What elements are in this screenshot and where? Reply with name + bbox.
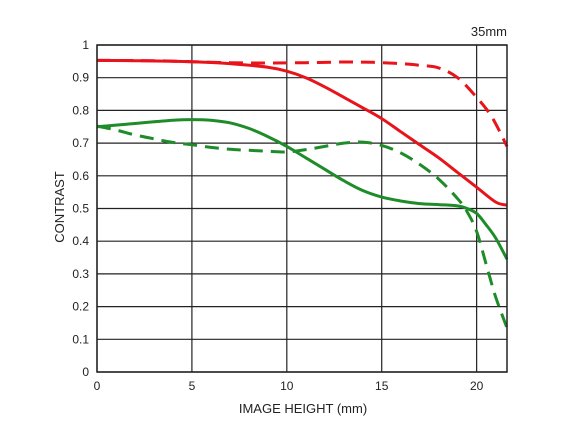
focal-length-label: 35mm <box>471 24 507 39</box>
series-group <box>96 58 509 329</box>
x-axis-label: IMAGE HEIGHT (mm) <box>239 401 367 416</box>
y-tick-label: 0.2 <box>72 300 89 314</box>
series-line-1 <box>96 58 508 207</box>
y-tick-label: 0.3 <box>72 267 89 281</box>
x-tick-label: 15 <box>375 379 389 393</box>
x-tick-label: 10 <box>280 379 294 393</box>
plot-frame <box>96 44 508 373</box>
y-tick-label: 0.4 <box>72 234 89 248</box>
y-tick-label: 1 <box>82 38 89 52</box>
series-line-4 <box>96 124 509 329</box>
y-tick-label: 0.5 <box>72 202 89 216</box>
x-tick-label: 0 <box>94 379 101 393</box>
y-tick-labels: 0 0.1 0.2 0.3 0.4 0.5 0.6 0.7 0.8 0.9 1 <box>72 38 89 379</box>
x-tick-labels: 0 5 10 15 20 <box>94 379 484 393</box>
series-line-3 <box>96 118 509 260</box>
x-tick-label: 5 <box>189 379 196 393</box>
y-tick-label: 0.1 <box>72 332 89 346</box>
series-line-2 <box>96 58 509 148</box>
x-tick-label: 20 <box>470 379 484 393</box>
y-tick-label: 0.7 <box>72 136 89 150</box>
y-tick-label: 0.9 <box>72 71 89 85</box>
y-tick-label: 0.6 <box>72 169 89 183</box>
grid <box>96 44 507 373</box>
y-axis-label: CONTRAST <box>52 171 67 243</box>
y-tick-label: 0 <box>82 365 89 379</box>
y-tick-label: 0.8 <box>72 103 89 117</box>
